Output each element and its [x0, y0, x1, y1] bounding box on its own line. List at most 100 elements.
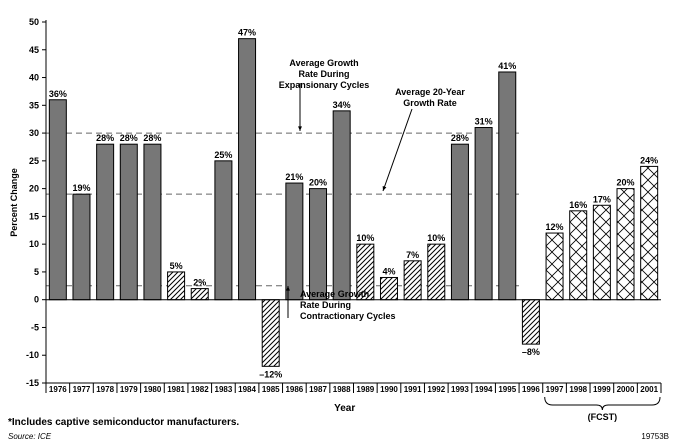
bar-1985: [261, 299, 280, 367]
data-label-1980: 28%: [143, 133, 161, 143]
axes-layer: -15 -10 -5 0 5 10 15 20 25 30 35 40 45 50 1976 1977 1978…: [9, 17, 662, 414]
bar-1981: [167, 271, 186, 301]
bar-1999: [592, 204, 611, 301]
y-tick-label: -5: [31, 322, 39, 332]
x-axis-title: Year: [334, 403, 355, 414]
x-tick-label: 1990: [380, 385, 398, 394]
data-label-1996: –8%: [522, 347, 540, 357]
x-tick-label: 1996: [522, 385, 540, 394]
data-label-1985: –12%: [259, 369, 282, 379]
bar-1979: [119, 143, 138, 301]
x-tick-label: 1980: [144, 385, 162, 394]
data-label-1993: 28%: [451, 133, 469, 143]
bar-1992: [427, 243, 446, 301]
x-tick-label: 1977: [73, 385, 91, 394]
x-tick-label: 2000: [617, 385, 635, 394]
bar-1994: [474, 127, 493, 301]
y-tick-label: 10: [29, 239, 39, 249]
x-tick-label: 1983: [215, 385, 233, 394]
x-tick-label: 1993: [451, 385, 469, 394]
x-tick-label: 1984: [238, 385, 256, 394]
data-label-1987: 20%: [309, 178, 327, 188]
bar-1993: [450, 143, 469, 301]
y-tick-label: 20: [29, 184, 39, 194]
bar-1988: [332, 110, 351, 301]
y-tick-label: -15: [26, 378, 39, 388]
annotation-contractionary-average-arrow-head: [286, 286, 290, 291]
bar-1982: [190, 288, 209, 301]
bar-1998: [569, 210, 588, 301]
x-tick-label: 1979: [120, 385, 138, 394]
y-tick-label: 25: [29, 156, 39, 166]
x-tick-label: 1998: [569, 385, 587, 394]
x-tick-label: 1991: [404, 385, 422, 394]
bar-2001: [640, 165, 659, 301]
data-label-1979: 28%: [120, 133, 138, 143]
x-tick-label: 1988: [333, 385, 351, 394]
x-tick-label: 1976: [49, 385, 67, 394]
y-tick-label: 35: [29, 100, 39, 110]
annotation-20-year-average-arrow-line: [382, 108, 413, 192]
bar-1991: [403, 260, 422, 301]
annotation-expansionary-average-arrow-head: [298, 126, 302, 131]
y-tick-label: 15: [29, 211, 39, 221]
data-label-1990: 4%: [382, 266, 395, 276]
bar-1995: [498, 71, 517, 301]
data-label-1998: 16%: [569, 200, 587, 210]
forecast-label: (FCST): [588, 412, 618, 422]
data-label-1994: 31%: [475, 117, 493, 127]
bar-1976: [48, 99, 67, 301]
bar-1984: [238, 38, 257, 301]
y-tick-label: 50: [29, 17, 39, 27]
annotation-contractionary-average-line: Average Growth: [300, 289, 369, 299]
x-tick-label: 1995: [498, 385, 516, 394]
data-label-1999: 17%: [593, 194, 611, 204]
bar-1978: [96, 143, 115, 301]
x-tick-label: 1982: [191, 385, 209, 394]
annotation-contractionary-average-line: Rate During: [300, 300, 351, 310]
annotation-expansionary-average-line: Average Growth: [289, 58, 358, 68]
y-tick-label: 0: [34, 295, 39, 305]
data-label-1997: 12%: [546, 222, 564, 232]
bar-1996: [521, 299, 540, 345]
annotations-layer: 36% 19% 28% 28% 28% 5% 2% 25% 47% –12% 21% 20% 34% 10…: [49, 28, 661, 422]
x-tick-label: 1981: [167, 385, 185, 394]
data-label-1988: 34%: [333, 100, 351, 110]
annotation-expansionary-average-line: Expansionary Cycles: [279, 80, 370, 90]
data-label-1982: 2%: [193, 278, 206, 288]
bar-2000: [616, 188, 635, 301]
data-label-1995: 41%: [498, 61, 516, 71]
data-label-1989: 10%: [356, 233, 374, 243]
bars-layer: [48, 38, 659, 367]
reference-lines-layer: [46, 132, 519, 287]
annotation-20-year-average-arrow-head: [382, 186, 387, 191]
annotation-20-year-average-line: Growth Rate: [403, 98, 457, 108]
y-tick-label: 30: [29, 128, 39, 138]
bar-1990: [379, 276, 398, 301]
bar-1977: [72, 193, 91, 301]
x-tick-label: 2001: [640, 385, 658, 394]
data-label-1981: 5%: [170, 261, 183, 271]
annotation-contractionary-average-line: Contractionary Cycles: [300, 311, 396, 321]
x-tick-label: 1999: [593, 385, 611, 394]
annotation-expansionary-average-line: Rate During: [298, 69, 349, 79]
data-label-1978: 28%: [96, 133, 114, 143]
y-tick-label: 5: [34, 267, 39, 277]
y-tick-label: 45: [29, 45, 39, 55]
annotation-expansionary-average: Average Growth Rate During Expansionary Cy…: [279, 58, 370, 90]
x-tick-label: 1987: [309, 385, 327, 394]
x-tick-label: 1978: [96, 385, 114, 394]
bar-1997: [545, 232, 564, 301]
x-tick-label: 1994: [475, 385, 493, 394]
data-label-1992: 10%: [427, 233, 445, 243]
x-tick-label: 1992: [427, 385, 445, 394]
bar-1980: [143, 143, 162, 301]
y-tick-label: -10: [26, 350, 39, 360]
x-tick-label: 1997: [546, 385, 564, 394]
bar-1987: [309, 188, 328, 301]
x-tick-label: 1989: [356, 385, 374, 394]
annotation-20-year-average-line: Average 20-Year: [395, 87, 465, 97]
data-label-1977: 19%: [72, 183, 90, 193]
data-label-2000: 20%: [617, 178, 635, 188]
